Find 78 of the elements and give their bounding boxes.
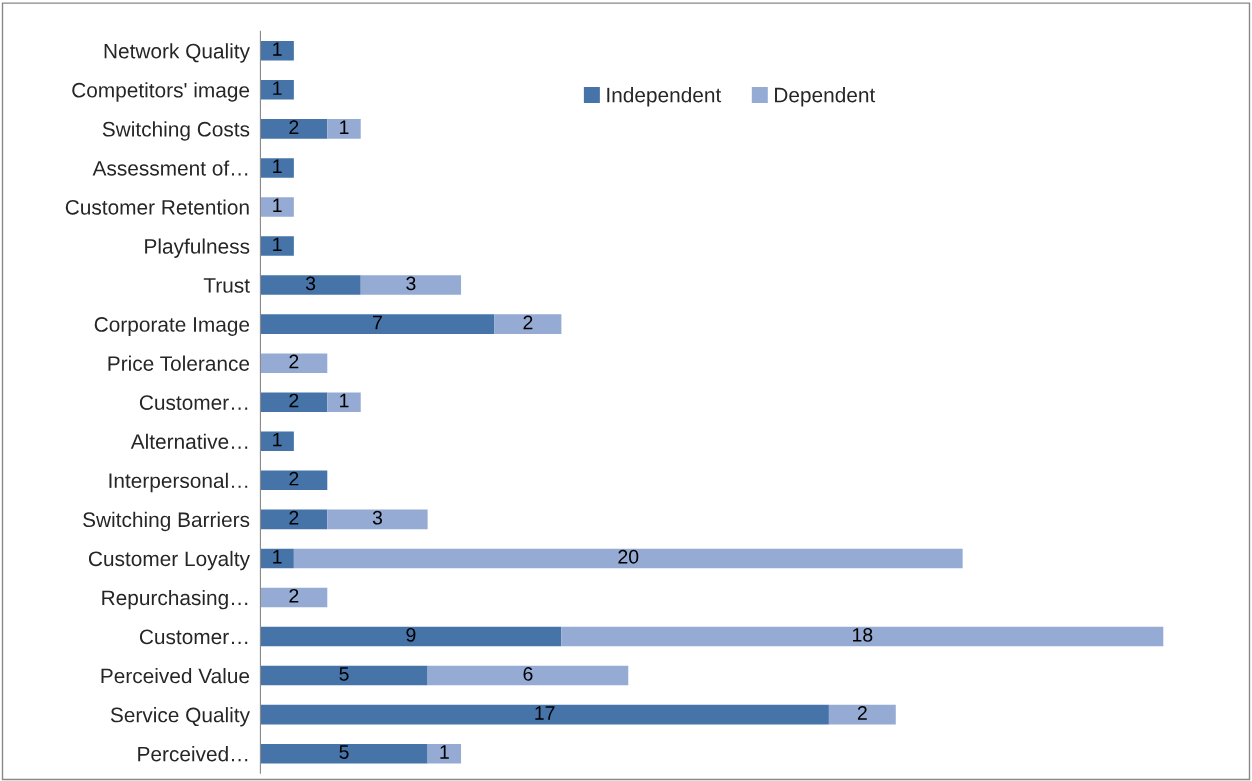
data-label: 1 bbox=[440, 745, 449, 759]
bar bbox=[260, 431, 294, 452]
bar bbox=[260, 587, 328, 608]
bar bbox=[260, 197, 294, 217]
y-tick-label: Trust bbox=[203, 278, 250, 293]
bar bbox=[327, 119, 361, 139]
data-label: 1 bbox=[273, 237, 282, 252]
data-label: 5 bbox=[339, 745, 349, 759]
y-tick-label: Service Quality bbox=[110, 707, 250, 727]
data-label: 2 bbox=[857, 706, 867, 720]
data-label: 6 bbox=[523, 667, 533, 681]
bar bbox=[260, 236, 294, 256]
data-label: 3 bbox=[406, 276, 416, 291]
y-tick-label: Playfulness bbox=[145, 238, 250, 258]
y-tick-label: Customer… bbox=[139, 629, 248, 645]
data-label: 1 bbox=[273, 432, 282, 447]
data-label: 1 bbox=[340, 120, 349, 134]
legend-label: Dependent bbox=[775, 87, 876, 107]
y-tick-label: Perceived Value bbox=[101, 668, 250, 684]
y-tick-label: Corporate Image bbox=[94, 317, 250, 336]
bar bbox=[260, 353, 328, 373]
data-label: 2 bbox=[523, 315, 533, 330]
bar bbox=[260, 548, 294, 569]
data-label: 2 bbox=[289, 471, 299, 486]
bar bbox=[260, 41, 294, 61]
y-tick-label: Alternative… bbox=[130, 433, 248, 450]
data-label: 1 bbox=[273, 550, 282, 564]
bar bbox=[260, 392, 328, 412]
y-tick-label: Customer… bbox=[139, 395, 248, 410]
data-label: 18 bbox=[853, 627, 873, 642]
data-label: 7 bbox=[373, 315, 382, 330]
bar bbox=[561, 626, 1164, 647]
data-label: 17 bbox=[535, 706, 555, 720]
y-tick-label: Customer Loyalty bbox=[88, 550, 250, 571]
data-label: 20 bbox=[618, 549, 639, 564]
data-label: 1 bbox=[273, 42, 282, 56]
data-label: 2 bbox=[289, 393, 299, 408]
bar bbox=[260, 275, 361, 295]
bar bbox=[260, 314, 495, 334]
bar bbox=[260, 80, 294, 100]
bar bbox=[327, 392, 361, 412]
bar bbox=[260, 158, 294, 178]
legend-label: Independent bbox=[607, 87, 722, 107]
bar bbox=[260, 704, 829, 725]
bar bbox=[260, 509, 328, 530]
data-label: 5 bbox=[339, 667, 349, 681]
data-label: 9 bbox=[406, 627, 416, 642]
data-label: 3 bbox=[372, 510, 383, 525]
bar bbox=[260, 743, 428, 764]
y-tick-label: Customer Retention bbox=[65, 199, 249, 215]
y-tick-label: Competitors' image bbox=[72, 82, 250, 102]
data-label: 2 bbox=[289, 588, 299, 603]
data-label: 2 bbox=[289, 510, 299, 525]
bar bbox=[293, 548, 963, 569]
data-label: 1 bbox=[273, 198, 282, 212]
bar bbox=[260, 665, 428, 686]
bar bbox=[327, 509, 428, 530]
data-label: 1 bbox=[273, 81, 282, 95]
y-tick-label: Network Quality bbox=[104, 43, 250, 63]
bar bbox=[427, 665, 629, 686]
bar bbox=[260, 119, 328, 139]
bar bbox=[828, 704, 896, 725]
data-label: 1 bbox=[273, 159, 282, 173]
y-tick-label: Price Tolerance bbox=[108, 355, 250, 371]
data-label: 3 bbox=[305, 276, 316, 291]
y-tick-label: Perceived… bbox=[138, 746, 248, 762]
data-label: 1 bbox=[340, 393, 349, 408]
y-tick-label: Repurchasing… bbox=[102, 589, 248, 610]
y-tick-label: Switching Costs bbox=[102, 121, 250, 141]
y-tick-label: Interpersonal… bbox=[109, 472, 248, 493]
y-tick-label: Switching Barriers bbox=[83, 511, 250, 532]
bar bbox=[260, 626, 562, 647]
y-tick-label: Assessment of… bbox=[92, 160, 248, 176]
bar bbox=[360, 275, 462, 295]
bar bbox=[494, 314, 562, 334]
data-label: 2 bbox=[289, 120, 299, 134]
data-label: 2 bbox=[289, 354, 299, 369]
bar bbox=[260, 470, 328, 491]
